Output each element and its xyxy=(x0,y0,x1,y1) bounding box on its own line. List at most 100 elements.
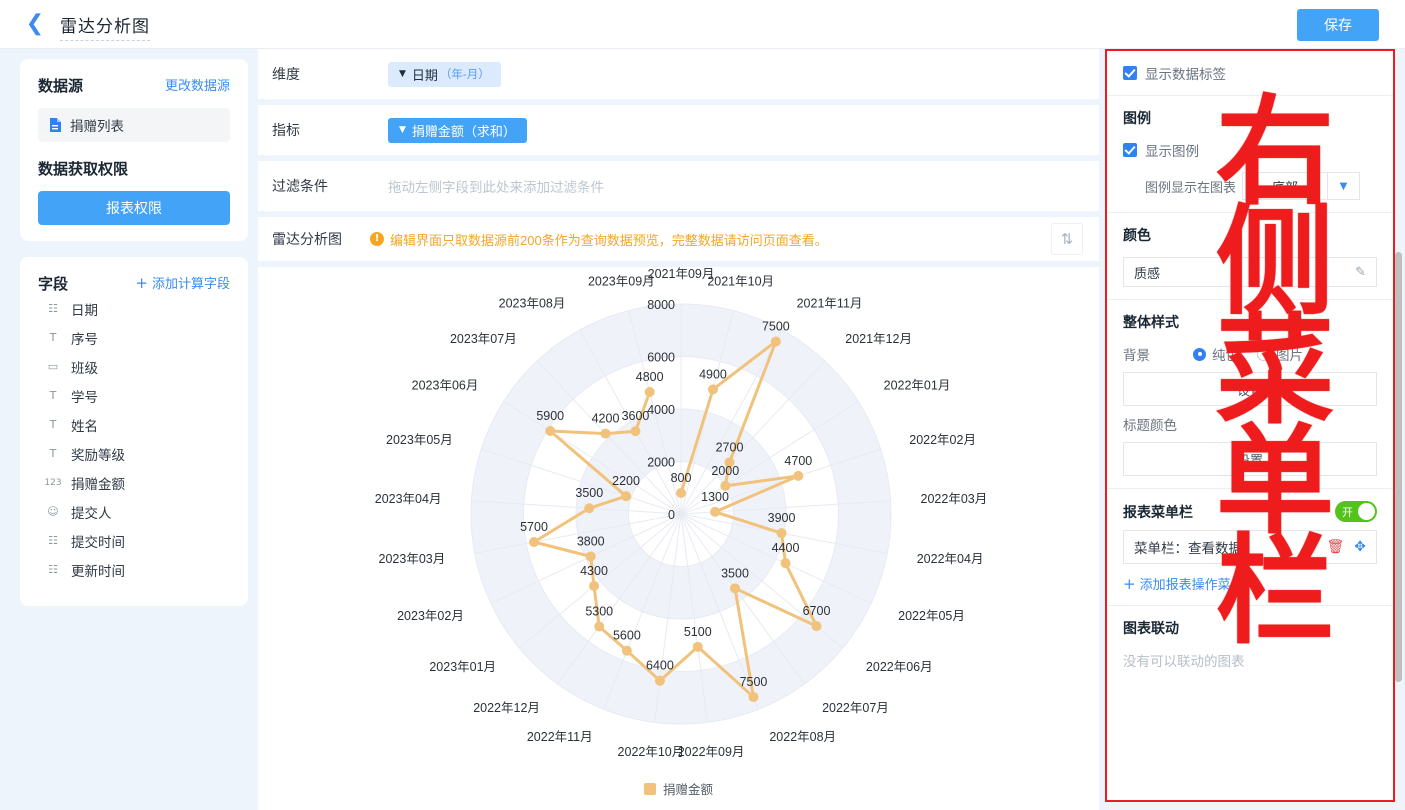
text-icon: T xyxy=(49,331,57,344)
svg-text:3500: 3500 xyxy=(575,486,603,500)
svg-text:4900: 4900 xyxy=(699,367,727,381)
legend-position-select[interactable]: 底部 xyxy=(1242,172,1329,200)
data-label-section: 显示数据标签 xyxy=(1107,51,1393,96)
radio-solid-icon[interactable] xyxy=(1193,347,1206,361)
svg-text:2022年11月: 2022年11月 xyxy=(527,730,593,744)
field-label: 提交时间 xyxy=(71,534,125,550)
legend-position-row: 图例显示在图表 底部 ▼ xyxy=(1123,172,1377,200)
title-color-setting-button[interactable]: 设置 xyxy=(1123,442,1377,476)
background-option-image[interactable]: 图片 xyxy=(1276,348,1303,363)
filter-dropzone[interactable]: 拖动左侧字段到此处来添加过滤条件 xyxy=(388,180,604,195)
svg-text:5600: 5600 xyxy=(613,629,641,643)
field-label: 序号 xyxy=(71,331,98,347)
right-settings-panel: 显示数据标签 图例 显示图例 图例显示在图表 底部 ▼ 颜色 质感 ✎ 整体样式… xyxy=(1105,49,1395,802)
svg-text:2022年12月: 2022年12月 xyxy=(473,701,540,715)
svg-text:2000: 2000 xyxy=(647,456,675,470)
save-button[interactable]: 保存 xyxy=(1297,9,1379,41)
field-row[interactable]: ▭ 班级 xyxy=(38,352,230,381)
field-row[interactable]: 123 捐赠金额 xyxy=(38,468,230,497)
permission-title: 数据获取权限 xyxy=(38,161,129,178)
menubar-item[interactable]: 菜单栏：查看数据 🗑 ✥ xyxy=(1123,530,1377,564)
chevron-down-icon[interactable]: ▼ xyxy=(1328,172,1361,200)
svg-text:2200: 2200 xyxy=(612,474,640,488)
background-option-solid[interactable]: 纯色 xyxy=(1212,348,1239,363)
fields-header: + 添加计算字段 字段 xyxy=(38,273,230,294)
preview-warning-text: 编辑界面只取数据源前200条作为查询数据预览，完整数据请访问页面查看。 xyxy=(390,232,828,248)
field-row[interactable]: ☷ 更新时间 xyxy=(38,555,230,584)
datasource-card: 更改数据源 数据源 捐赠列表 数据获取权限 报表权限 xyxy=(20,59,248,241)
background-label: 背景 xyxy=(1123,348,1150,363)
field-list: ☷ 日期 T 序号 ▭ 班级 T 学号 T 姓名 T 奖励等级 123 捐赠金额 ☺ 提交人 ☷ 提交时间 ☷ 更新时… xyxy=(38,294,230,584)
metric-label: 指标 xyxy=(272,122,300,138)
field-row[interactable]: T 奖励等级 xyxy=(38,439,230,468)
svg-text:2021年12月: 2021年12月 xyxy=(845,332,912,346)
show-legend-checkbox[interactable]: 显示图例 xyxy=(1123,140,1377,160)
title-color-label: 标题颜色 xyxy=(1123,418,1177,433)
sort-icon[interactable]: ⇅ xyxy=(1051,223,1083,255)
background-setting-button[interactable]: 设置 xyxy=(1123,372,1377,406)
enum-icon: ▭ xyxy=(47,360,59,373)
svg-text:2700: 2700 xyxy=(716,440,744,454)
chart-legend[interactable]: 捐赠金额 xyxy=(258,779,1099,798)
dimension-pill[interactable]: ▼ 日期 （年-月） xyxy=(388,61,501,87)
show-data-label-checkbox[interactable]: 显示数据标签 xyxy=(1123,63,1377,83)
svg-text:4000: 4000 xyxy=(647,403,675,417)
svg-text:2022年03月: 2022年03月 xyxy=(921,492,988,506)
svg-text:2022年09月: 2022年09月 xyxy=(678,745,745,759)
svg-text:2023年01月: 2023年01月 xyxy=(429,660,496,674)
field-label: 姓名 xyxy=(71,418,98,434)
svg-text:2000: 2000 xyxy=(711,464,739,478)
plus-icon: + xyxy=(1123,575,1136,593)
right-panel-scrollbar[interactable] xyxy=(1395,252,1402,682)
move-icon[interactable]: ✥ xyxy=(1354,539,1366,555)
field-row[interactable]: ☷ 提交时间 xyxy=(38,526,230,555)
add-menubar-link[interactable]: + 添加报表操作菜单 xyxy=(1123,574,1377,593)
fields-card: + 添加计算字段 字段 ☷ 日期 T 序号 ▭ 班级 T 学号 T 姓名 T 奖励等级 123 捐赠金额 ☺ 提… xyxy=(20,257,248,606)
change-datasource-link[interactable]: 更改数据源 xyxy=(164,78,230,93)
field-row[interactable]: ☷ 日期 xyxy=(38,294,230,323)
color-scheme-input[interactable]: 质感 ✎ xyxy=(1123,257,1377,287)
field-label: 捐赠金额 xyxy=(71,476,125,492)
add-calc-field-link[interactable]: + 添加计算字段 xyxy=(135,273,230,292)
legend-position-label: 图例显示在图表 xyxy=(1145,179,1237,195)
radar-chart[interactable]: 0 2000 4000 6000 8000 2021年09月 2021年10月 2021年11… xyxy=(258,267,1099,810)
radio-image-icon[interactable] xyxy=(1257,347,1270,361)
menubar-toggle[interactable]: 开 xyxy=(1335,501,1377,522)
legend-swatch xyxy=(643,782,656,795)
field-row[interactable]: T 学号 xyxy=(38,381,230,410)
text-icon: T xyxy=(49,447,57,460)
svg-text:4300: 4300 xyxy=(580,564,608,578)
center-panel: 维度 ▼ 日期 （年-月） 指标 ▼ 捐赠金额（求和） 过滤条件 拖动左侧字段到… xyxy=(258,49,1105,810)
page-title: 雷达分析图 xyxy=(60,12,150,41)
svg-text:2021年10月: 2021年10月 xyxy=(707,275,774,289)
chevron-left-icon[interactable]: ❮ xyxy=(25,11,45,36)
svg-text:1300: 1300 xyxy=(701,490,729,504)
menubar-title: 报表菜单栏 xyxy=(1123,503,1193,520)
metric-pill[interactable]: ▼ 捐赠金额（求和） xyxy=(388,117,527,143)
trash-icon[interactable]: 🗑 xyxy=(1326,539,1345,555)
filter-label: 过滤条件 xyxy=(272,178,328,194)
report-permission-button[interactable]: 报表权限 xyxy=(38,191,230,225)
svg-text:7500: 7500 xyxy=(762,319,790,333)
metric-row: 指标 ▼ 捐赠金额（求和） xyxy=(258,105,1099,155)
document-icon xyxy=(48,117,62,133)
filter-row[interactable]: 过滤条件 拖动左侧字段到此处来添加过滤条件 xyxy=(258,161,1099,211)
metric-value: 捐赠金额（求和） xyxy=(411,123,516,139)
svg-text:800: 800 xyxy=(671,471,692,485)
svg-text:3600: 3600 xyxy=(622,409,650,423)
show-data-label-text: 显示数据标签 xyxy=(1145,67,1226,82)
svg-text:5300: 5300 xyxy=(585,605,613,619)
chart-linkage-section: 图表联动 没有可以联动的图表 xyxy=(1107,606,1393,682)
dimension-suffix: （年-月） xyxy=(439,69,490,81)
datasource-item[interactable]: 捐赠列表 xyxy=(38,108,230,142)
svg-text:2023年07月: 2023年07月 xyxy=(450,332,517,346)
top-bar: ❮ 雷达分析图 保存 xyxy=(0,0,1405,49)
color-scheme-value: 质感 xyxy=(1134,265,1161,281)
field-row[interactable]: ☺ 提交人 xyxy=(38,497,230,526)
add-calc-field-label: 添加计算字段 xyxy=(151,276,230,291)
field-row[interactable]: T 姓名 xyxy=(38,410,230,439)
svg-text:2022年08月: 2022年08月 xyxy=(769,730,836,744)
edit-icon[interactable]: ✎ xyxy=(1355,264,1366,280)
field-row[interactable]: T 序号 xyxy=(38,323,230,352)
user-icon: ☺ xyxy=(47,505,59,518)
